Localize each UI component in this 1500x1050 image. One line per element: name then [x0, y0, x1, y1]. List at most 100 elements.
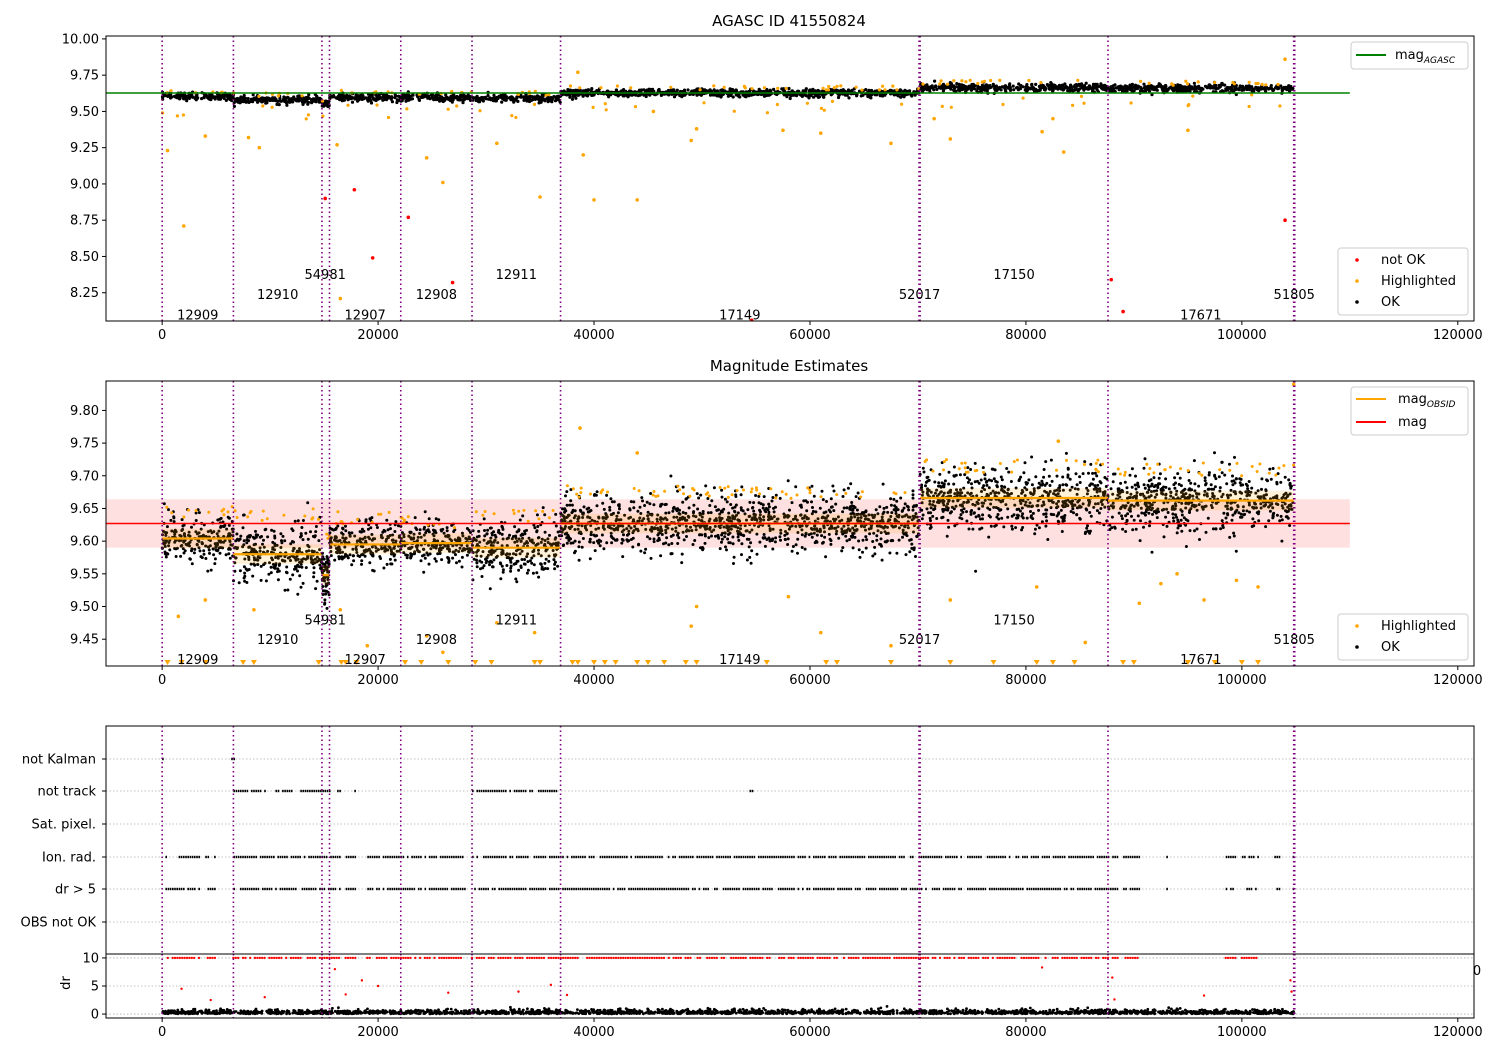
ok-point: [492, 93, 496, 97]
ok-point: [528, 94, 532, 98]
ok-point: [911, 508, 915, 512]
ok-point: [454, 553, 457, 557]
ok-point: [875, 534, 879, 538]
ok-point: [407, 547, 411, 550]
ok-point: [499, 577, 503, 581]
ok-point: [542, 567, 545, 571]
highlighted-point: [932, 116, 936, 121]
ok-point: [584, 88, 588, 92]
ok-point: [263, 528, 267, 532]
ok-point: [548, 533, 551, 537]
ok-point: [1236, 87, 1240, 91]
ok-point: [1185, 86, 1189, 90]
highlighted-point: [732, 109, 736, 113]
ok-point: [360, 559, 364, 563]
ok-point: [179, 554, 183, 558]
ok-point: [338, 551, 342, 555]
ok-point: [1267, 86, 1271, 90]
ok-point: [1067, 88, 1071, 92]
highlighted-point: [1213, 80, 1217, 85]
ok-point: [242, 565, 246, 569]
ok-point: [514, 562, 518, 565]
highlighted-point: [1247, 80, 1251, 84]
ok-point: [332, 94, 336, 98]
ok-point: [360, 544, 364, 548]
ok-point: [811, 509, 815, 513]
ok-point: [537, 552, 541, 556]
ok-point: [672, 505, 676, 509]
ok-point: [573, 94, 577, 98]
highlighted-point: [765, 111, 770, 115]
ok-point: [294, 97, 298, 101]
ok-point: [218, 517, 222, 521]
ok-point: [870, 88, 874, 93]
ok-point: [911, 489, 915, 493]
ok-point: [864, 509, 868, 513]
ok-point: [299, 535, 302, 539]
ok-point: [355, 551, 359, 554]
ok-point: [568, 536, 572, 540]
ok-point: [249, 534, 252, 537]
ok-point: [370, 533, 374, 536]
ok-point: [348, 533, 352, 537]
ok-point: [249, 562, 253, 566]
not-ok-point: [406, 215, 411, 220]
panel1-legend-bottom: not OK Highlighted OK: [1337, 247, 1469, 316]
ok-point: [813, 89, 817, 93]
ok-point: [455, 561, 458, 565]
ok-point: [940, 86, 945, 90]
highlighted-point: [544, 93, 548, 97]
ok-point: [511, 97, 516, 101]
ok-point: [720, 540, 723, 544]
ok-point: [328, 531, 332, 535]
highlighted-point: [1129, 101, 1133, 105]
ok-point: [530, 561, 534, 565]
ok-point: [194, 530, 198, 534]
ok-point: [348, 553, 352, 557]
ok-point: [270, 528, 274, 532]
ok-point: [277, 103, 281, 107]
ok-point: [914, 555, 917, 558]
ok-point: [202, 95, 206, 99]
ok-point: [831, 484, 835, 488]
ok-point: [746, 508, 750, 512]
ok-point: [726, 537, 730, 541]
ok-point: [269, 571, 273, 575]
ok-point: [648, 537, 652, 541]
ok-point: [324, 592, 328, 596]
ok-point: [316, 96, 320, 100]
ok-point: [194, 98, 198, 102]
ok-point: [508, 558, 512, 562]
ok-point: [512, 100, 516, 104]
ok-point: [488, 563, 491, 567]
ok-point: [273, 566, 277, 570]
ok-point: [410, 553, 414, 556]
ok-point: [379, 96, 383, 100]
ok-point: [218, 97, 223, 101]
ok-point: [276, 567, 280, 571]
ok-point: [734, 88, 738, 92]
ok-point: [1230, 89, 1234, 93]
ok-point: [475, 565, 479, 569]
ok-point: [895, 551, 899, 555]
ok-point: [638, 505, 642, 509]
ok-point: [361, 537, 365, 541]
not-ok-point: [749, 318, 754, 321]
ok-point: [173, 528, 177, 532]
ok-point: [774, 493, 778, 497]
ok-point: [821, 541, 824, 545]
ok-point: [200, 535, 204, 538]
ok-point: [188, 557, 192, 561]
ok-point: [369, 99, 373, 103]
ok-point: [771, 496, 775, 499]
ok-point: [168, 548, 172, 552]
ok-point: [318, 548, 322, 552]
ok-point: [615, 538, 619, 542]
ok-point: [1147, 86, 1151, 90]
ok-point: [1011, 84, 1015, 88]
ok-point: [426, 553, 430, 557]
ok-point: [242, 513, 245, 517]
ok-point: [827, 532, 831, 536]
ok-point: [779, 538, 782, 542]
panel1-xtick-label: 80000: [1005, 328, 1046, 343]
